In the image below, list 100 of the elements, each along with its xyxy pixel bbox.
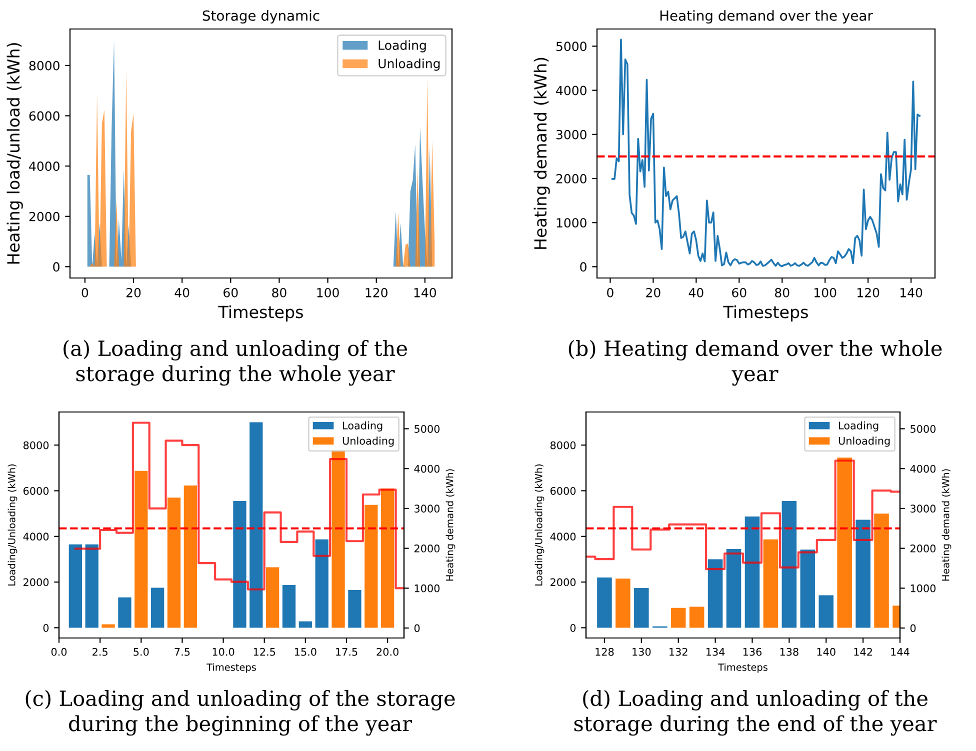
y-tick-label: 2000: [24, 578, 49, 586]
bar: [250, 422, 263, 628]
y-tick-label: 3000: [556, 130, 586, 140]
bar: [348, 590, 362, 628]
y2-tick-label: 0: [414, 624, 420, 632]
x-tick-label: 60: [732, 288, 746, 298]
y-tick-label: 0: [53, 262, 60, 272]
x-tick-label: 5.0: [134, 648, 149, 656]
x-tick-label: 20.0: [376, 648, 398, 656]
bar: [670, 608, 686, 628]
y2-axis-title: Heating demand (kWh): [942, 469, 952, 581]
legend-label: Unloading: [342, 436, 394, 447]
chart-title: Heating demand over the year: [660, 10, 873, 24]
bar: [634, 588, 649, 628]
bar: [874, 514, 889, 628]
y-tick-label: 5000: [556, 42, 586, 52]
y2-tick-label: 2000: [414, 544, 440, 552]
bar: [744, 516, 760, 628]
legend-label: Unloading: [378, 58, 440, 71]
bar: [689, 606, 704, 628]
y2-axis-title: Heating demand (kWh): [446, 469, 456, 581]
y-tick-label: 2000: [550, 578, 576, 586]
text: (b) Heating demand over the whole year: [568, 340, 942, 386]
bar: [381, 488, 394, 628]
bar: [364, 504, 378, 628]
y-tick-label: 4000: [550, 532, 576, 541]
y2-tick-label: 4000: [414, 464, 440, 473]
y-tick-label: 6000: [29, 111, 60, 121]
bar: [151, 588, 164, 628]
x-tick-label: 140: [817, 648, 836, 656]
x-tick-label: 80: [775, 288, 790, 298]
bar: [85, 544, 98, 628]
x-tick-label: 130: [632, 648, 651, 656]
x-tick-label: 40: [174, 288, 190, 298]
text: (a) Loading and unloading of the storage during the whole year: [64, 340, 408, 386]
x-axis-title: Timesteps: [718, 663, 768, 673]
y-tick-label: 0: [570, 624, 576, 632]
text: (c) Loading and unloading of the storage during the beginning of the year: [26, 690, 455, 736]
y2-tick-label: 1000: [414, 584, 440, 592]
bar: [332, 450, 345, 628]
x-tick-label: 120: [366, 288, 388, 298]
bar: [837, 458, 852, 628]
bar: [597, 578, 612, 628]
bar: [134, 470, 148, 628]
bar: [184, 486, 197, 628]
bar: [315, 539, 328, 628]
x-tick-label: 15.0: [294, 648, 316, 656]
bar: [616, 578, 630, 628]
y-tick-label: 1000: [556, 218, 586, 228]
x-tick-label: 40: [688, 288, 704, 298]
x-tick-label: 100: [814, 288, 836, 298]
line-series: [611, 38, 921, 268]
y-tick-label: 4000: [29, 162, 60, 172]
x-axis-title: Timesteps: [218, 305, 303, 322]
x-tick-label: 17.5: [336, 648, 358, 656]
bar: [818, 595, 834, 628]
x-tick-label: 0.0: [51, 648, 67, 656]
y-tick-label: 8000: [29, 60, 60, 70]
text: (d) Loading and unloading of the storage during the end of the year: [574, 690, 937, 736]
x-tick-label: 136: [743, 648, 762, 656]
legend-label: Loading: [378, 40, 426, 52]
x-tick-label: 140: [900, 288, 922, 298]
y-tick-label: 8000: [550, 441, 576, 450]
x-tick-label: 12.5: [254, 648, 276, 656]
y-axis-title: Heating demand (kWh): [534, 58, 550, 249]
x-tick-label: 0: [607, 288, 614, 298]
x-tick-label: 128: [596, 648, 614, 656]
bar: [763, 539, 778, 628]
y-tick-label: 6000: [550, 486, 576, 495]
chart-title: Storage dynamic: [202, 10, 320, 24]
x-tick-label: 140: [414, 288, 436, 298]
x-axis-title: Timesteps: [723, 305, 808, 322]
x-tick-label: 60: [224, 288, 238, 298]
y-axis-title: Loading/Unloading (kWh): [534, 464, 544, 586]
x-tick-label: 20: [126, 288, 141, 298]
y2-tick-label: 0: [910, 624, 916, 632]
x-tick-label: 142: [854, 648, 872, 656]
x-tick-label: 120: [858, 288, 880, 298]
x-tick-label: 7.5: [174, 648, 190, 656]
x-tick-label: 138: [780, 648, 798, 656]
bar: [708, 559, 723, 628]
y2-tick-label: 4000: [910, 464, 936, 473]
x-tick-label: 132: [670, 648, 688, 656]
bar: [233, 501, 246, 628]
y2-tick-label: 2000: [910, 544, 936, 552]
y-axis-title: Loading/Unloading (kWh): [8, 464, 18, 586]
legend-label: Unloading: [838, 436, 890, 447]
y-axis-title: Heating load/unload (kWh): [6, 43, 23, 264]
bar: [167, 498, 181, 628]
x-tick-label: 2.5: [92, 648, 108, 656]
bar: [726, 548, 742, 628]
y-tick-label: 0: [43, 624, 49, 632]
y-tick-label: 4000: [556, 86, 586, 96]
x-tick-label: 80: [272, 288, 286, 298]
y2-tick-label: 5000: [414, 424, 440, 433]
y-tick-label: 2000: [556, 174, 586, 184]
y2-tick-label: 3000: [414, 504, 440, 513]
x-tick-label: 100: [317, 288, 339, 298]
x-tick-label: 10.0: [212, 648, 234, 656]
y-tick-label: 4000: [23, 532, 49, 541]
